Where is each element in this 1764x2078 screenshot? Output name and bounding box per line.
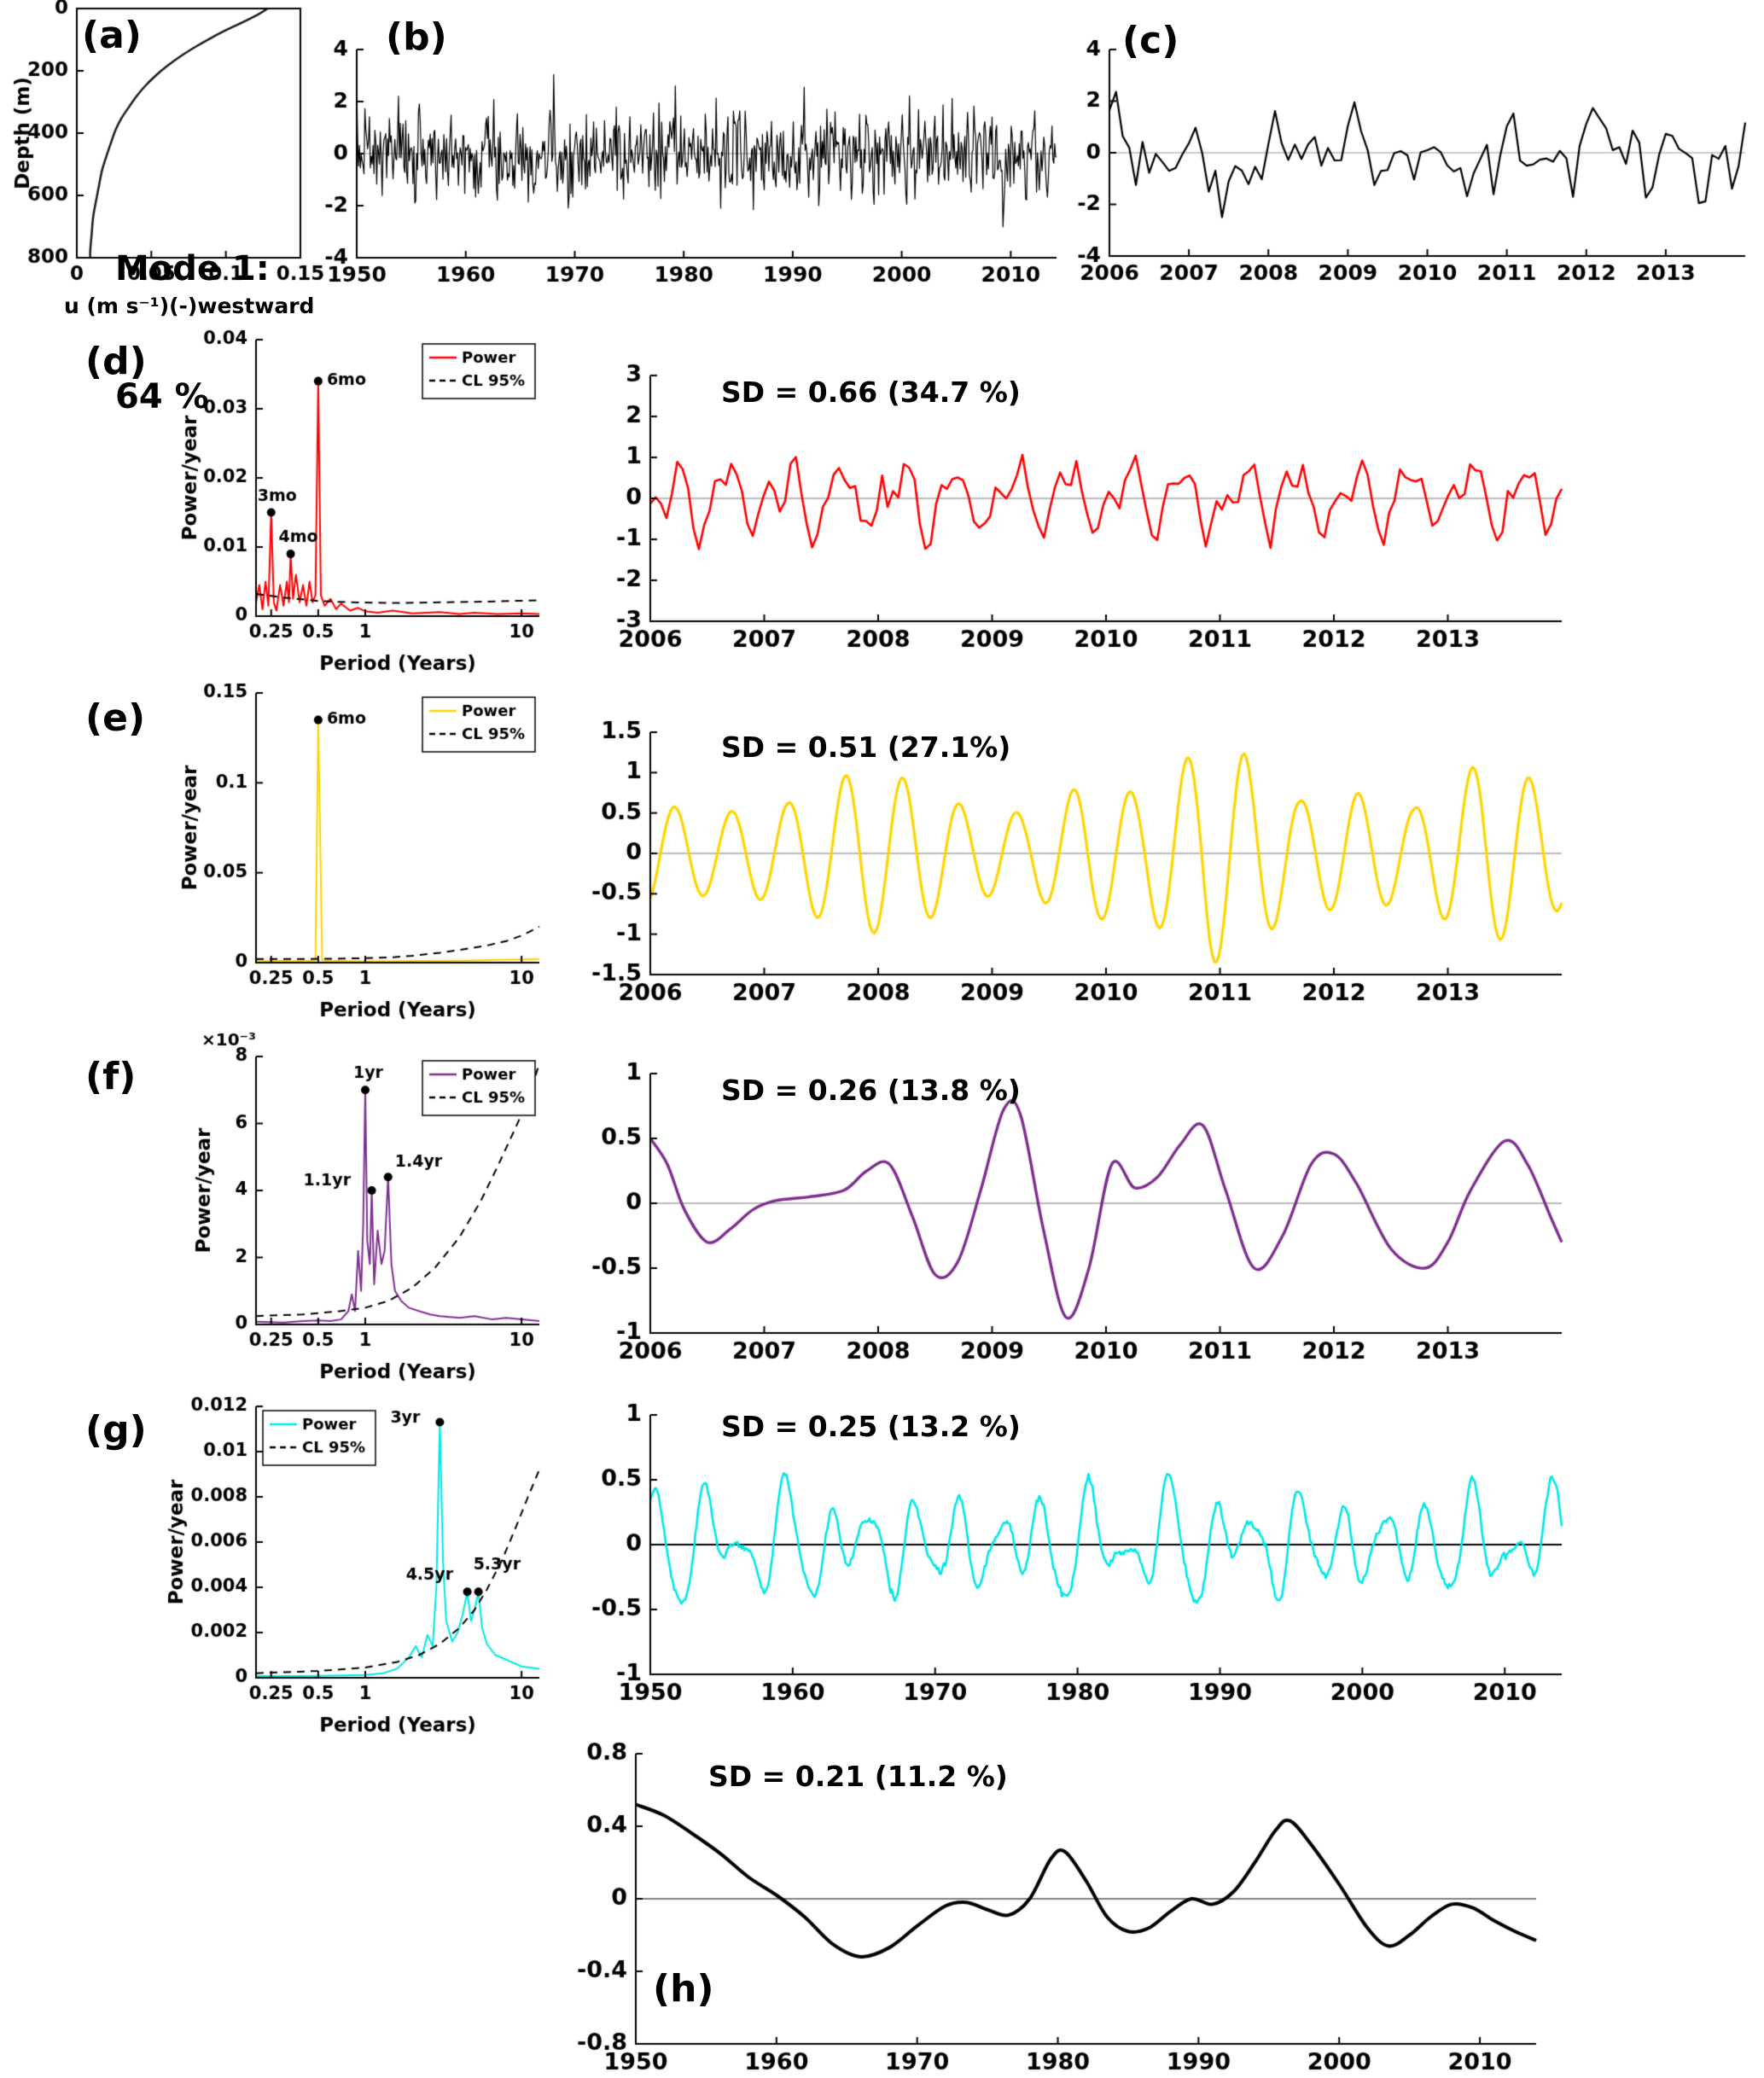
- sd-label-f: SD = 0.26 (13.8 %): [721, 1074, 1021, 1107]
- panel-label-g: (g): [85, 1408, 147, 1452]
- panel-label-d: (d): [85, 340, 147, 383]
- sd-label-e: SD = 0.51 (27.1%): [721, 731, 1011, 764]
- mode-variance-line2: 64 %: [115, 377, 209, 416]
- panel-label-f: (f): [85, 1055, 137, 1098]
- sd-label-d: SD = 0.66 (34.7 %): [721, 375, 1021, 409]
- sd-label-g: SD = 0.25 (13.2 %): [721, 1410, 1021, 1443]
- mode-variance-label: Mode 1: 64 %: [115, 162, 270, 503]
- mode-variance-line1: Mode 1:: [115, 249, 270, 288]
- panel-label-a: (a): [82, 14, 142, 57]
- panel-label-e: (e): [85, 696, 146, 740]
- panel-label-c: (c): [1122, 19, 1179, 62]
- panel-label-h: (h): [653, 1967, 714, 2011]
- depth-profile-xaxis-label: u (m s⁻¹)(-)westward: [64, 294, 315, 318]
- sd-label-h: SD = 0.21 (11.2 %): [708, 1760, 1008, 1793]
- panel-label-b: (b): [386, 15, 447, 59]
